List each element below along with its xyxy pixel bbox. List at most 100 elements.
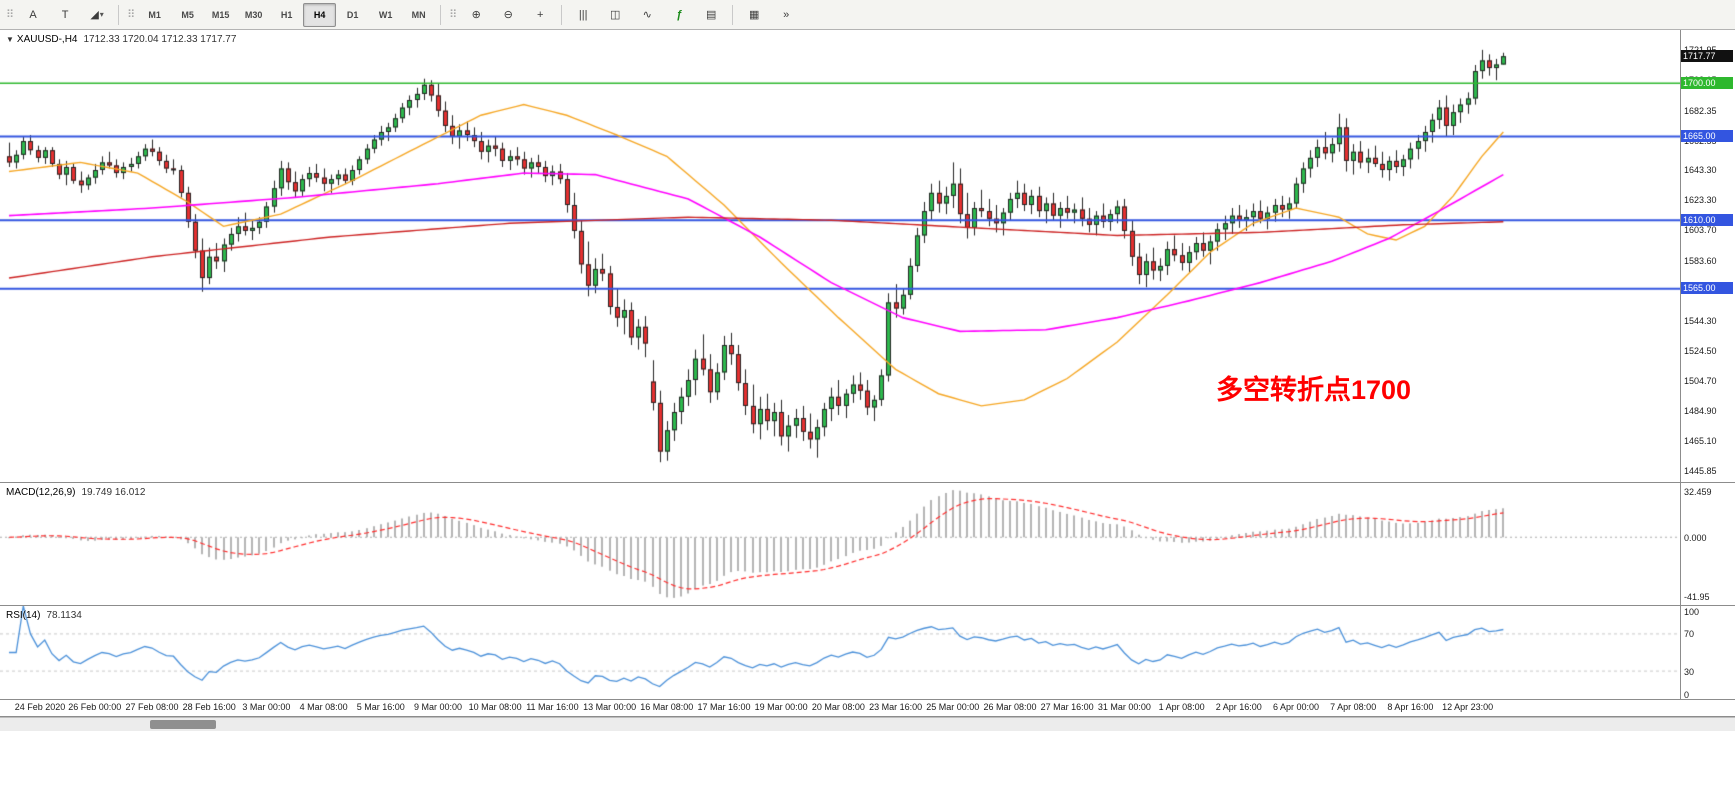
time-tick: 24 Feb 2020 bbox=[14, 702, 66, 712]
auto-scroll-icon: » bbox=[783, 8, 790, 21]
candlestick-icon: ◫ bbox=[609, 9, 621, 21]
toolbar-separator bbox=[561, 4, 563, 25]
rsi-panel-canvas[interactable] bbox=[0, 606, 1680, 699]
macd-tick: 32.459 bbox=[1684, 486, 1712, 497]
toolbar-grip-icon[interactable]: ⠿ bbox=[449, 9, 458, 21]
price-tick: 1445.85 bbox=[1684, 465, 1717, 476]
zoom-in-button[interactable]: ⊕ bbox=[460, 3, 492, 27]
timeframe-w1-button[interactable]: W1 bbox=[378, 9, 393, 20]
shapes-icon: ◢ bbox=[90, 9, 99, 21]
time-tick: 8 Apr 16:00 bbox=[1387, 702, 1434, 712]
time-tick: 7 Apr 08:00 bbox=[1330, 702, 1377, 712]
zoom-out-icon: ⊖ bbox=[503, 9, 513, 21]
price-tick: 1465.10 bbox=[1684, 436, 1717, 447]
tile-windows-icon: ▦ bbox=[748, 9, 760, 21]
zoom-in-icon: ⊕ bbox=[471, 9, 481, 21]
text-label-tool-button[interactable]: A bbox=[17, 3, 49, 27]
price-badge: 1717.77 bbox=[1681, 49, 1733, 62]
price-tick: 1643.30 bbox=[1684, 165, 1717, 176]
shapes-dropdown-button[interactable]: ◢ ▾ bbox=[81, 3, 113, 27]
bar-chart-button[interactable]: ||| bbox=[567, 3, 599, 27]
toolbar-grip-icon[interactable]: ⠿ bbox=[6, 9, 15, 21]
text-label-icon: A bbox=[29, 8, 37, 21]
time-tick: 31 Mar 00:00 bbox=[1097, 702, 1151, 712]
price-tick: 1544.30 bbox=[1684, 315, 1717, 326]
toolbar: ⠿ A T ◢ ▾ ⠿ M1 M5 M15 M30 H1 H4 D1 W1 MN… bbox=[0, 0, 1735, 30]
rsi-tick: 70 bbox=[1684, 629, 1695, 640]
panel-divider[interactable] bbox=[0, 482, 1735, 483]
line-chart-button[interactable]: ∿ bbox=[631, 3, 663, 27]
panel-divider bbox=[0, 716, 1735, 717]
timeframe-m1-button[interactable]: M1 bbox=[148, 9, 161, 20]
time-tick: 13 Mar 00:00 bbox=[583, 702, 637, 712]
time-tick: 25 Mar 00:00 bbox=[926, 702, 980, 712]
indicators-button[interactable]: ƒ bbox=[663, 3, 695, 27]
rsi-tick: 100 bbox=[1684, 606, 1700, 617]
rsi-values: 78.1134 bbox=[46, 610, 82, 621]
templates-button[interactable]: ▤ bbox=[695, 3, 727, 27]
time-tick: 6 Apr 00:00 bbox=[1272, 702, 1320, 712]
line-chart-icon: ∿ bbox=[642, 9, 652, 21]
symbol-timeframe-label: XAUUSD-,H4 bbox=[16, 34, 78, 45]
macd-tick: 0.000 bbox=[1684, 532, 1707, 543]
rsi-title: RSI(14) 78.1134 bbox=[6, 610, 82, 621]
timeframe-m5-button[interactable]: M5 bbox=[181, 9, 194, 20]
time-tick: 4 Mar 08:00 bbox=[299, 702, 348, 712]
timeframe-m15-button[interactable]: M15 bbox=[211, 9, 230, 20]
price-badge: 1565.00 bbox=[1681, 282, 1733, 295]
time-tick: 27 Mar 16:00 bbox=[1040, 702, 1094, 712]
tile-windows-button[interactable]: ▦ bbox=[738, 3, 770, 27]
price-badge: 1610.00 bbox=[1681, 213, 1733, 226]
auto-scroll-button[interactable]: » bbox=[770, 3, 802, 27]
crosshair-icon: + bbox=[536, 8, 544, 21]
price-badge: 1665.00 bbox=[1681, 130, 1733, 143]
time-tick: 3 Mar 00:00 bbox=[242, 702, 291, 712]
time-tick: 19 Mar 00:00 bbox=[754, 702, 808, 712]
timeframe-h4-button[interactable]: H4 bbox=[303, 2, 337, 27]
time-tick: 27 Feb 08:00 bbox=[125, 702, 179, 712]
text-tool-button[interactable]: T bbox=[49, 3, 81, 27]
time-tick: 20 Mar 08:00 bbox=[811, 702, 865, 712]
toolbar-grip-icon[interactable]: ⠿ bbox=[127, 9, 136, 21]
toolbar-separator bbox=[440, 4, 442, 25]
panel-divider bbox=[0, 699, 1735, 700]
crosshair-button[interactable]: + bbox=[524, 3, 556, 27]
toolbar-separator bbox=[732, 4, 734, 25]
price-tick: 1603.70 bbox=[1684, 225, 1717, 236]
time-tick: 23 Mar 16:00 bbox=[869, 702, 923, 712]
timeframe-h1-button[interactable]: H1 bbox=[280, 9, 293, 20]
toolbar-separator bbox=[118, 4, 120, 25]
price-badge: 1700.00 bbox=[1681, 76, 1733, 89]
scrollbar-thumb[interactable] bbox=[150, 720, 216, 729]
time-tick: 5 Mar 16:00 bbox=[356, 702, 405, 712]
macd-panel-canvas[interactable] bbox=[0, 483, 1680, 605]
chart-annotation-text[interactable]: 多空转折点1700 bbox=[1216, 375, 1412, 405]
horizontal-scrollbar[interactable] bbox=[0, 717, 1735, 731]
collapse-icon[interactable]: ▼ bbox=[6, 35, 14, 44]
time-tick: 9 Mar 00:00 bbox=[413, 702, 463, 712]
time-axis[interactable] bbox=[0, 700, 1735, 716]
time-tick: 10 Mar 08:00 bbox=[468, 702, 522, 712]
price-tick: 1623.30 bbox=[1684, 195, 1717, 206]
panel-divider[interactable] bbox=[0, 605, 1735, 606]
rsi-tick: 30 bbox=[1684, 666, 1695, 677]
macd-values: 19.749 16.012 bbox=[81, 487, 146, 498]
timeframe-m30-button[interactable]: M30 bbox=[244, 9, 263, 20]
time-tick: 17 Mar 16:00 bbox=[697, 702, 751, 712]
price-tick: 1484.90 bbox=[1684, 406, 1717, 417]
price-tick: 1504.70 bbox=[1684, 375, 1717, 386]
chevron-down-icon: ▾ bbox=[99, 10, 104, 19]
timeframe-mn-button[interactable]: MN bbox=[411, 9, 426, 20]
time-tick: 26 Feb 00:00 bbox=[68, 702, 122, 712]
price-chart-canvas[interactable] bbox=[0, 30, 1680, 482]
zoom-out-button[interactable]: ⊖ bbox=[492, 3, 524, 27]
candlestick-chart-button[interactable]: ◫ bbox=[599, 3, 631, 27]
time-tick: 1 Apr 08:00 bbox=[1158, 702, 1205, 712]
bar-chart-icon: ||| bbox=[578, 8, 588, 21]
templates-icon: ▤ bbox=[705, 9, 717, 21]
indicators-icon: ƒ bbox=[676, 8, 683, 21]
timeframe-d1-button[interactable]: D1 bbox=[346, 9, 359, 20]
time-tick: 12 Apr 23:00 bbox=[1442, 702, 1494, 712]
rsi-label: RSI(14) bbox=[6, 610, 41, 621]
